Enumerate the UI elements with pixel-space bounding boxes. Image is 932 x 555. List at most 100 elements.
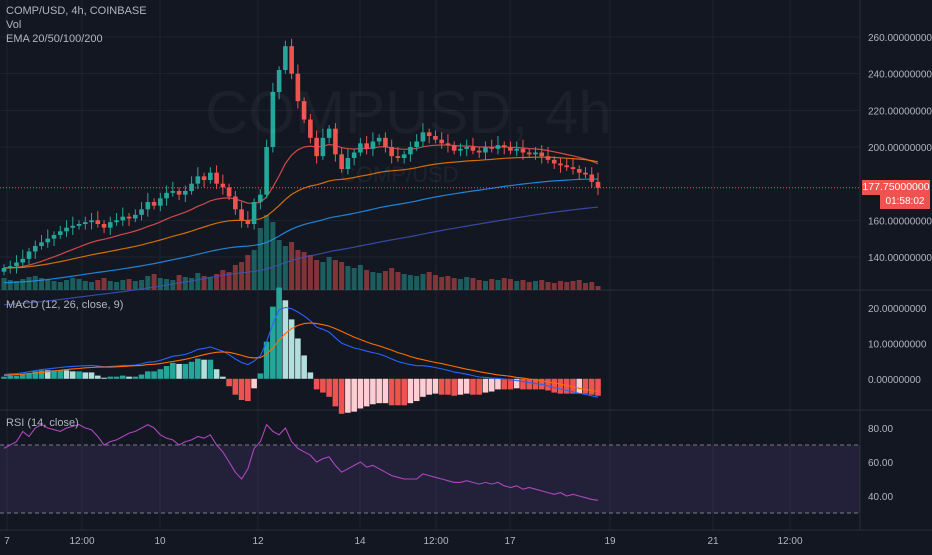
candle [26, 247, 32, 265]
candle-body [32, 246, 38, 252]
volume-bar [551, 283, 557, 290]
macd-hist-bar [513, 378, 520, 389]
macd-hist-bar [57, 370, 64, 379]
candle [308, 114, 313, 144]
candle [20, 249, 26, 267]
candle-body [45, 238, 51, 243]
macd-hist-bar [138, 374, 145, 379]
candle-body [433, 136, 438, 140]
candle [351, 148, 357, 166]
candle [258, 189, 263, 210]
candle-body [39, 242, 44, 246]
macd-hist-bar [163, 366, 170, 379]
candle-body [133, 214, 138, 219]
candle-body [258, 194, 263, 202]
candle [583, 167, 588, 179]
rsi-legend[interactable]: RSI (14, close) [6, 416, 79, 430]
volume-bar [295, 250, 301, 290]
volume-bar [414, 276, 420, 290]
volume-bar [39, 278, 45, 290]
symbol-title[interactable]: COMP/USD, 4h, COINBASE [6, 5, 147, 17]
candle-body [501, 145, 507, 147]
candle-body [514, 148, 520, 151]
macd-hist-bar [526, 378, 533, 390]
volume-bar [420, 274, 426, 290]
macd-hist-bar [32, 371, 39, 379]
volume-bar [326, 257, 332, 290]
macd-hist-bar [282, 300, 289, 379]
macd-hist-bar [338, 378, 345, 414]
candle-body [545, 156, 551, 160]
candle [314, 130, 319, 164]
macd-legend[interactable]: MACD (12, 26, close, 9) [6, 298, 123, 312]
macd-hist-bar [432, 378, 439, 394]
volume-bar [301, 252, 307, 290]
volume-bar [395, 272, 401, 290]
candle [520, 139, 526, 160]
ema-legend[interactable]: EMA 20/50/100/200 [6, 33, 103, 45]
macd-hist-bar [201, 359, 207, 379]
price-tick-label: 140.00000000 [868, 253, 932, 264]
volume-bar [526, 282, 532, 290]
macd-hist-bar [44, 370, 51, 379]
macd-hist-bar [69, 371, 76, 379]
candle-body [408, 147, 413, 155]
rsi-tick-label: 80.00 [868, 424, 893, 435]
candle [57, 225, 63, 239]
price-tick-label: 260.00000000 [868, 33, 932, 44]
volume-bar [139, 280, 145, 290]
time-tick-label: 17 [504, 536, 516, 547]
candle-body [120, 216, 126, 221]
macd-hist-bar [207, 359, 214, 379]
candle [445, 134, 451, 153]
candle [401, 150, 407, 164]
candle [383, 132, 388, 153]
volume-bar [89, 282, 95, 290]
candle [439, 132, 444, 149]
candle-body [239, 209, 244, 221]
candle [326, 125, 332, 144]
volume-bar [264, 215, 270, 290]
candle-body [158, 198, 163, 206]
candle [576, 165, 582, 180]
volume-bar [189, 278, 195, 290]
volume-bar [151, 274, 157, 290]
volume-bar [132, 281, 138, 290]
candle [414, 134, 419, 151]
candle [245, 211, 251, 228]
candle [101, 220, 107, 234]
macd-hist-bar [170, 362, 176, 379]
volume-bar [576, 280, 582, 290]
candle-body [370, 141, 376, 149]
candle [133, 209, 138, 223]
volume-bar [445, 276, 451, 290]
candle-body [533, 152, 538, 155]
macd-hist-bar [38, 370, 45, 379]
macd-hist-bar [520, 378, 526, 390]
candle [176, 187, 182, 201]
volume-bar [95, 280, 101, 290]
volume-bar [14, 281, 20, 290]
candle [158, 192, 163, 212]
candle-body [351, 152, 357, 158]
candle [408, 141, 413, 162]
candle [370, 132, 376, 157]
vol-legend[interactable]: Vol [6, 19, 22, 31]
volume-bar [407, 275, 413, 290]
macd-hist-bar [107, 376, 114, 379]
main-legend: COMP/USD, 4h, COINBASE Vol EMA 20/50/100… [6, 4, 147, 46]
candle [551, 156, 557, 169]
candle-body [283, 46, 288, 70]
macd-hist-bar [157, 369, 164, 379]
volume-bar [282, 246, 288, 290]
candle-body [64, 227, 69, 232]
candle [45, 229, 51, 248]
candle [51, 231, 57, 246]
candle [270, 82, 276, 153]
candle-body [483, 147, 488, 153]
volume-bar [507, 279, 513, 290]
candle-body [414, 141, 419, 147]
candle [201, 172, 207, 188]
